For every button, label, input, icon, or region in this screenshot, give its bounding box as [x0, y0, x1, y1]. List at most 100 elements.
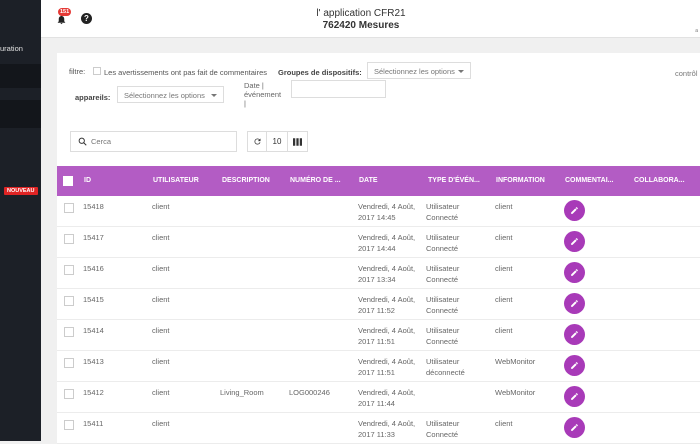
- row-event-type-line2: Connecté: [426, 244, 459, 253]
- help-icon[interactable]: ?: [81, 13, 92, 24]
- refresh-button[interactable]: [247, 131, 267, 152]
- row-event-type: Utilisateur déconnecté: [426, 356, 465, 378]
- edit-comment-button[interactable]: [564, 417, 585, 438]
- row-event-type-line1: Utilisateur: [426, 233, 460, 242]
- search-input[interactable]: [91, 135, 226, 148]
- table-row[interactable]: 15411 client Vendredi, 4 Août, 2017 11:3…: [57, 413, 700, 444]
- filter-label: filtre:: [69, 67, 86, 76]
- row-id: 15414: [83, 326, 104, 335]
- sidebar-item-configuration[interactable]: uration: [0, 44, 23, 53]
- column-header-number[interactable]: NUMÉRO DE ...: [290, 177, 341, 184]
- no-comment-warnings-label: Les avertissements ont pas fait de comme…: [104, 68, 267, 77]
- row-event-type-line2: Connecté: [426, 337, 459, 346]
- row-event-type-line2: Connecté: [426, 213, 459, 222]
- row-checkbox[interactable]: [64, 203, 74, 213]
- devices-select[interactable]: Sélectionnez les options: [117, 86, 224, 103]
- column-header-event-type[interactable]: TYPE D'ÉVÉN...: [428, 177, 480, 184]
- column-header-collaborators[interactable]: COLLABORA...: [634, 177, 685, 184]
- row-checkbox[interactable]: [64, 265, 74, 275]
- chevron-down-icon: [458, 70, 464, 73]
- row-date-time: 2017 11:51: [358, 337, 395, 346]
- sidebar: uration NOUVEAU: [0, 0, 41, 441]
- row-date-day: Vendredi, 4 Août,: [358, 202, 416, 211]
- row-checkbox[interactable]: [64, 296, 74, 306]
- row-event-type: Utilisateur Connecté: [426, 418, 459, 440]
- row-user: client: [152, 233, 170, 242]
- row-id: 15418: [83, 202, 104, 211]
- edit-comment-button[interactable]: [564, 231, 585, 252]
- row-information: client: [495, 419, 513, 428]
- table-row[interactable]: 15417 client Vendredi, 4 Août, 2017 14:4…: [57, 227, 700, 258]
- edit-comment-button[interactable]: [564, 293, 585, 314]
- edit-comment-button[interactable]: [564, 355, 585, 376]
- row-event-type-line2: Connecté: [426, 430, 459, 439]
- device-groups-select[interactable]: Sélectionnez les options: [367, 62, 471, 79]
- table-row[interactable]: 15412 client Living_Room LOG000246 Vendr…: [57, 382, 700, 413]
- table-row[interactable]: 15416 client Vendredi, 4 Août, 2017 13:3…: [57, 258, 700, 289]
- column-header-user[interactable]: UTILISATEUR: [153, 177, 199, 184]
- no-comment-warnings-checkbox[interactable]: [93, 67, 101, 75]
- pencil-icon: [571, 269, 578, 276]
- row-information: WebMonitor: [495, 388, 536, 397]
- event-date-label: Date | événement |: [244, 81, 281, 108]
- filters-panel: filtre: Les avertissements ont pas fait …: [57, 53, 700, 118]
- row-information: client: [495, 326, 513, 335]
- row-user: client: [152, 202, 170, 211]
- row-date: Vendredi, 4 Août, 2017 11:51: [358, 325, 415, 347]
- row-date-day: Vendredi, 4 Août,: [358, 357, 416, 366]
- row-date: Vendredi, 4 Août, 2017 11:44: [358, 387, 415, 409]
- row-date: Vendredi, 4 Août, 2017 14:45: [358, 201, 415, 223]
- pencil-icon: [571, 300, 578, 307]
- row-date-day: Vendredi, 4 Août,: [358, 419, 416, 428]
- app-title: l' application CFR21: [316, 8, 406, 19]
- edit-comment-button[interactable]: [564, 200, 585, 221]
- row-user: client: [152, 264, 170, 273]
- column-header-id[interactable]: ID: [84, 177, 91, 184]
- row-date-time: 2017 13:34: [358, 275, 396, 284]
- row-checkbox[interactable]: [64, 358, 74, 368]
- bell-icon[interactable]: [56, 14, 67, 25]
- row-checkbox[interactable]: [64, 389, 74, 399]
- row-id: 15417: [83, 233, 104, 242]
- sidebar-item-active[interactable]: [0, 64, 41, 88]
- edit-comment-button[interactable]: [564, 262, 585, 283]
- row-checkbox[interactable]: [64, 420, 74, 430]
- row-event-type: Utilisateur Connecté: [426, 263, 459, 285]
- row-date-time: 2017 14:45: [358, 213, 396, 222]
- devices-placeholder: Sélectionnez les options: [124, 91, 205, 100]
- notification-count-badge: 151: [58, 8, 72, 16]
- table-row[interactable]: 15418 client Vendredi, 4 Août, 2017 14:4…: [57, 196, 700, 227]
- row-event-type: Utilisateur Connecté: [426, 201, 459, 223]
- row-event-type-line2: Connecté: [426, 275, 459, 284]
- row-information: client: [495, 233, 513, 242]
- column-header-information[interactable]: INFORMATION: [496, 177, 545, 184]
- top-header: 151 ? l' application CFR21 762420 Mesure…: [41, 0, 700, 38]
- row-date-day: Vendredi, 4 Août,: [358, 264, 416, 273]
- select-all-checkbox[interactable]: [63, 176, 73, 186]
- devices-label: appareils:: [75, 93, 111, 102]
- row-checkbox[interactable]: [64, 234, 74, 244]
- table-header: ID UTILISATEUR DESCRIPTION NUMÉRO DE ...…: [57, 166, 700, 196]
- row-user: client: [152, 388, 170, 397]
- pencil-icon: [571, 362, 578, 369]
- row-event-type-line2: déconnecté: [426, 368, 465, 377]
- new-badge: NOUVEAU: [4, 187, 38, 195]
- row-checkbox[interactable]: [64, 327, 74, 337]
- column-header-comments[interactable]: COMMENTAI...: [565, 177, 614, 184]
- column-header-date[interactable]: DATE: [359, 177, 378, 184]
- row-event-type-line1: Utilisateur: [426, 326, 460, 335]
- event-date-input[interactable]: [291, 80, 386, 98]
- row-date-time: 2017 11:51: [358, 368, 395, 377]
- column-header-description[interactable]: DESCRIPTION: [222, 177, 270, 184]
- header-corner-text: a: [695, 28, 698, 34]
- table-row[interactable]: 15414 client Vendredi, 4 Août, 2017 11:5…: [57, 320, 700, 351]
- measures-count: 762420 Mesures: [322, 20, 400, 31]
- sidebar-item[interactable]: [0, 100, 41, 128]
- columns-button[interactable]: [287, 131, 308, 152]
- event-date-label-line: événement: [244, 90, 282, 99]
- table-row[interactable]: 15415 client Vendredi, 4 Août, 2017 11:5…: [57, 289, 700, 320]
- page-size-select[interactable]: 10: [266, 131, 288, 152]
- table-row[interactable]: 15413 client Vendredi, 4 Août, 2017 11:5…: [57, 351, 700, 382]
- edit-comment-button[interactable]: [564, 324, 585, 345]
- edit-comment-button[interactable]: [564, 386, 585, 407]
